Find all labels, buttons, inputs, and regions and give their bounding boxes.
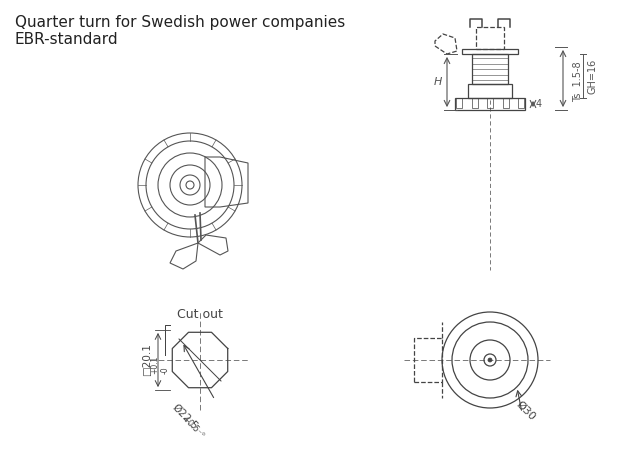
- Text: □20.1: □20.1: [142, 344, 152, 376]
- Bar: [487, 98, 493, 108]
- Text: +0.1
-0: +0.1 -0: [150, 356, 170, 374]
- Text: GH=16: GH=16: [587, 59, 597, 94]
- Bar: [456, 98, 462, 108]
- Text: Ø30: Ø30: [514, 399, 537, 422]
- Bar: [518, 98, 524, 108]
- Text: EBR-standard: EBR-standard: [15, 32, 118, 47]
- Bar: [472, 98, 477, 108]
- Text: 4: 4: [536, 99, 542, 109]
- Bar: [472, 54, 508, 84]
- Bar: [414, 338, 442, 382]
- Text: Ø22.5: Ø22.5: [170, 402, 199, 432]
- Bar: [502, 98, 509, 108]
- Bar: [476, 27, 504, 49]
- Bar: [468, 84, 512, 98]
- Text: Quarter turn for Swedish power companies: Quarter turn for Swedish power companies: [15, 15, 345, 30]
- Text: Ts  1.5-8: Ts 1.5-8: [573, 62, 583, 102]
- Bar: [455, 98, 525, 110]
- Text: Cut out: Cut out: [177, 308, 223, 321]
- Bar: [462, 49, 518, 54]
- Text: H: H: [434, 77, 442, 87]
- Circle shape: [488, 358, 492, 362]
- Text: +0.5⁻⁰: +0.5⁻⁰: [180, 414, 206, 440]
